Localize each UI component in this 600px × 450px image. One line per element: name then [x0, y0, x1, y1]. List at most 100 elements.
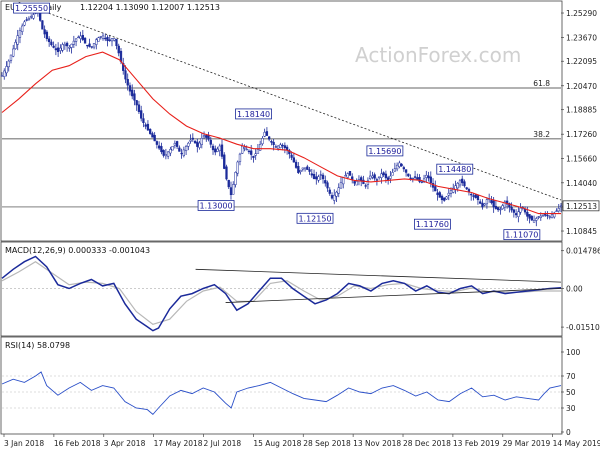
candle-body: [182, 149, 185, 156]
candle-body: [83, 37, 87, 44]
candle-body: [420, 181, 423, 183]
candle-body: [106, 37, 109, 42]
candle-body: [391, 172, 394, 176]
candle-body: [207, 135, 210, 140]
candle-body: [407, 173, 410, 177]
candle-body: [193, 140, 197, 144]
price-label-1: 1.18140: [237, 110, 270, 119]
candle-body: [281, 144, 284, 147]
price-ytick-7: 1.14040: [566, 179, 597, 188]
candle-body: [162, 150, 165, 156]
current-price-label: 1.12513: [566, 202, 597, 211]
candle-body: [27, 17, 31, 21]
candle-body: [317, 176, 320, 181]
price-label-box-0: [13, 2, 50, 14]
candle-body: [503, 201, 507, 208]
xtick-0: 3 Jan 2018: [4, 439, 44, 448]
candle-body: [236, 161, 239, 174]
candle-body: [283, 145, 287, 149]
candle-body: [386, 177, 390, 180]
candle-body: [61, 44, 64, 51]
ma-line: [1, 51, 561, 215]
candle-body: [378, 176, 381, 179]
xtick-10: 29 Mar 2019: [503, 439, 551, 448]
candle-body: [47, 38, 51, 43]
candle-body: [400, 163, 403, 167]
candle-body: [326, 182, 329, 189]
candle-body: [122, 63, 125, 71]
fib-label-1: 38.2: [533, 130, 550, 139]
candle-body: [205, 135, 208, 138]
candle-body: [499, 208, 502, 211]
candle-body: [290, 154, 293, 158]
candle-body: [532, 220, 536, 223]
price-label-box-1: [235, 108, 272, 120]
candle-body: [164, 154, 168, 157]
candle-body: [214, 148, 217, 153]
candle-body: [5, 66, 8, 74]
candle-body: [301, 167, 304, 170]
candle-body: [366, 180, 370, 185]
candle-body: [297, 166, 300, 174]
rsi-ytick-3: 30: [566, 404, 576, 413]
candle-body: [371, 175, 374, 178]
candle-body: [409, 177, 412, 179]
price-ytick-9: 1.10845: [566, 227, 597, 236]
candle-body: [81, 35, 84, 40]
candle-body: [508, 203, 511, 208]
candle-body: [23, 21, 26, 26]
price-plot: 61.8 38.2 1.25550 1.18140 1.13000 1.12150 1.15…: [0, 1, 563, 241]
candle-body: [335, 191, 338, 197]
candle-body: [461, 178, 464, 184]
price-panel: [0, 0, 563, 242]
candle-body: [157, 145, 161, 149]
candle-body: [63, 43, 67, 47]
candle-body: [234, 172, 237, 185]
candle-body: [115, 39, 118, 46]
xtick-5: 15 Aug 2018: [253, 439, 301, 448]
candle-body: [402, 167, 406, 170]
price-label-0: 1.25550: [15, 4, 48, 13]
candle-body: [92, 43, 96, 48]
macd-wedge-upper: [195, 268, 562, 283]
macd-title: MACD(12,26,9) 0.000333 -0.001043: [5, 246, 150, 255]
candle-body: [310, 173, 313, 176]
macd-wedge-lower: [225, 288, 562, 303]
candle-body: [512, 209, 516, 213]
candle-body: [416, 177, 419, 180]
candle-body: [259, 144, 262, 151]
candle-body: [101, 35, 105, 39]
candle-body: [526, 211, 529, 217]
candle-body: [548, 216, 551, 218]
candle-body: [496, 207, 500, 211]
candle-body: [535, 218, 538, 221]
candle-body: [241, 145, 244, 154]
candle-body: [360, 177, 363, 182]
xtick-2: 3 Apr 2018: [104, 439, 146, 448]
candle-body: [189, 139, 192, 142]
current-price-box: [562, 200, 600, 212]
candle-body: [70, 43, 73, 48]
candle-body: [218, 145, 221, 151]
rsi-line: [1, 371, 562, 416]
candle-body: [30, 16, 33, 18]
candle-body: [308, 169, 311, 172]
candle-body: [490, 200, 493, 204]
candle-body: [104, 37, 107, 40]
candle-body: [225, 166, 228, 180]
candle-body: [137, 104, 141, 112]
candle-body: [501, 205, 504, 210]
price-label-2: 1.13000: [200, 201, 233, 210]
candle-body: [362, 179, 365, 185]
candle-body: [243, 147, 246, 149]
price-ytick-0: 1.25290: [566, 9, 597, 18]
candle-body: [530, 215, 533, 221]
candle-body: [434, 186, 437, 192]
candle-body: [209, 139, 212, 145]
candle-body: [175, 141, 179, 147]
candle-body: [443, 197, 446, 201]
candle-body: [550, 214, 554, 218]
candle-body: [445, 196, 448, 200]
candle-body: [447, 192, 450, 196]
